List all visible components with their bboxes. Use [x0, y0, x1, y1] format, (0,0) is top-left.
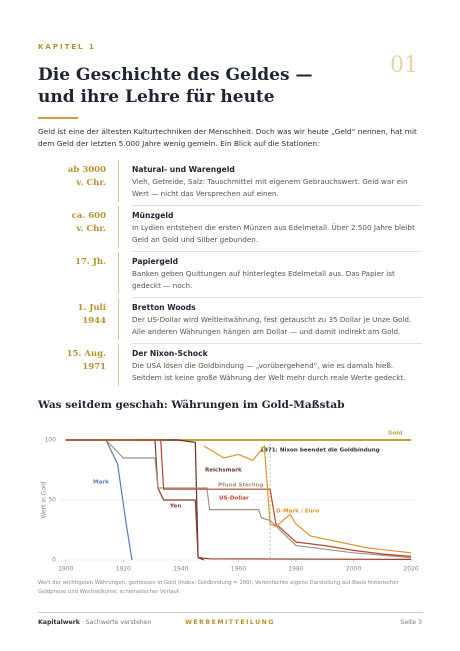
tagline: · Sachwerte verstehen — [79, 619, 152, 626]
separator — [132, 205, 422, 206]
footer-brand: Kapitalwerk · Sachwerte verstehen — [38, 619, 152, 626]
series-label: Pfund Sterling — [218, 483, 264, 489]
timeline-line — [118, 160, 119, 202]
section-title: Was seitdem geschah: Währungen im Gold-M… — [38, 399, 345, 411]
date-line: 1971 — [82, 362, 106, 372]
entry-title: Bretton Woods — [132, 303, 196, 312]
chart: Wert in Gold 0 50 100 1900 1920 1940 1960 1980 20… — [41, 431, 419, 573]
date-line: 15. Aug. — [66, 349, 106, 359]
date-line: 1. Juli — [77, 303, 107, 313]
series-label: US-Dollar — [219, 496, 249, 502]
series-line — [65, 439, 412, 557]
entry-title: Münzgeld — [132, 211, 174, 220]
series-label: D-Mark / Euro — [276, 509, 319, 515]
x-tick-label: 1900 — [58, 566, 73, 573]
rule — [38, 117, 78, 119]
timeline-line — [118, 298, 119, 340]
series-label: Reichsmark — [205, 468, 242, 474]
entry-title: Der Nixon-Schock — [132, 349, 208, 358]
y-tick-label: 0 — [52, 557, 56, 564]
date: ca. 600 v. Chr. — [38, 210, 106, 236]
title-line: und ihre Lehre für heute — [38, 87, 275, 107]
entry-body: Bretton Woods Der US-Dollar wird Weltleit… — [132, 302, 422, 337]
x-tick-label: 1960 — [231, 566, 246, 573]
entry-title: Natural- und Warengeld — [132, 165, 235, 174]
date: 15. Aug. 1971 — [38, 348, 106, 374]
series-label: Gold — [388, 431, 402, 437]
timeline-line — [118, 206, 119, 248]
separator — [132, 343, 422, 344]
series-line — [65, 439, 412, 560]
x-tick-label: 1940 — [173, 566, 188, 573]
chapter-number: 01 — [390, 53, 418, 78]
series-line — [65, 439, 412, 559]
entry-body: Natural- und Warengeld Vieh, Getreide, Sa… — [132, 164, 422, 199]
footnote: Wert der wichtigsten Währungen, gemessen… — [38, 580, 399, 595]
date-line: v. Chr. — [76, 178, 106, 188]
date: ab 3000 v. Chr. — [38, 164, 106, 190]
date: 17. Jh. — [38, 256, 106, 269]
x-tick-label: 1920 — [116, 566, 131, 573]
y-tick-label: 100 — [45, 437, 57, 444]
title: Die Geschichte des Geldes — und ihre Leh… — [38, 64, 312, 108]
footer-label: WERBEMITTEILUNG — [185, 619, 275, 626]
page-number: Seite 3 — [400, 619, 422, 626]
entry-text: Banken geben Quittungen auf hinterlegtes… — [132, 269, 395, 290]
date-line: 1944 — [82, 316, 106, 326]
separator — [132, 251, 422, 252]
entry-text: Die USA lösen die Goldbindung — „vorüber… — [132, 361, 406, 382]
series-label: Mark — [93, 480, 109, 486]
x-tick-label: 1980 — [288, 566, 303, 573]
date: 1. Juli 1944 — [38, 302, 107, 328]
entry-text: Der US-Dollar wird Weltleitwährung, fest… — [132, 315, 412, 336]
entry-body: Münzgeld In Lydien entstehen die ersten M… — [132, 210, 422, 245]
entry-title: Papiergeld — [132, 257, 179, 266]
title-line: Die Geschichte des Geldes — — [38, 65, 313, 85]
x-tick-label: 2000 — [346, 566, 361, 573]
x-tick-label: 2020 — [403, 566, 418, 573]
timeline-line — [118, 252, 119, 294]
footer-rule — [38, 612, 423, 613]
entry-body: Papiergeld Banken geben Quittungen auf hi… — [132, 256, 422, 291]
separator — [132, 297, 422, 298]
entry-text: Vieh, Getreide, Salz: Tauschmittel mit e… — [132, 177, 408, 198]
date-line: 17. Jh. — [75, 257, 106, 267]
entry-text: In Lydien entstehen die ersten Münzen au… — [132, 223, 415, 244]
kicker: KAPITEL 1 — [38, 43, 96, 51]
date-line: v. Chr. — [76, 224, 106, 234]
series-label: Yen — [169, 504, 181, 510]
entry-body: Der Nixon-Schock Die USA lösen die Goldbi… — [132, 348, 422, 383]
date-line: ca. 600 — [71, 211, 106, 221]
date-line: ab 3000 — [67, 165, 106, 175]
timeline-line — [118, 344, 119, 386]
y-axis-label: Wert in Gold — [41, 481, 48, 518]
annotation: 1971: Nixon beendet die Goldbindung — [260, 448, 380, 454]
intro: Geld ist eine der ältesten Kulturtechnik… — [38, 127, 417, 148]
series-line — [203, 444, 412, 554]
y-tick-label: 50 — [48, 497, 56, 504]
brand: Kapitalwerk — [38, 619, 80, 626]
